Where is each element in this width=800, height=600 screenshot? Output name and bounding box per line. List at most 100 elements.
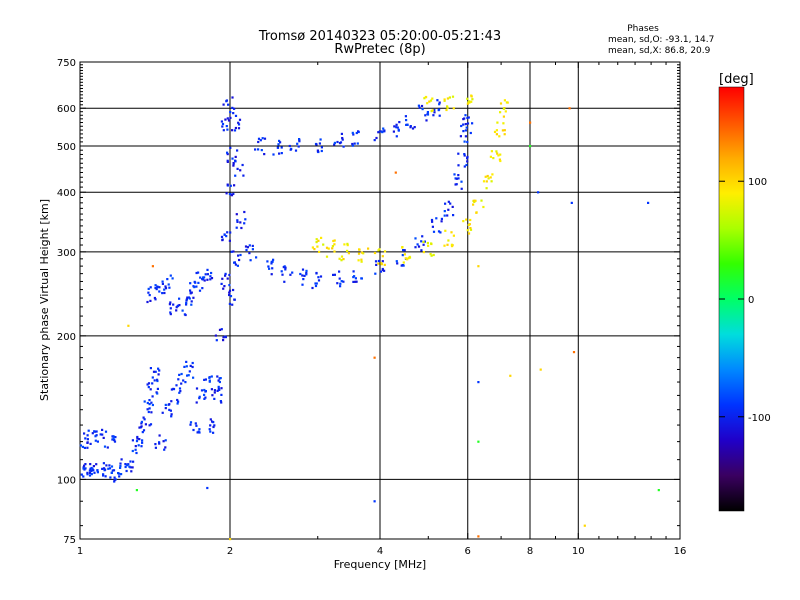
data-point — [101, 467, 104, 470]
data-point — [206, 278, 209, 281]
data-point — [178, 304, 181, 307]
data-point — [502, 115, 505, 118]
data-point — [130, 470, 133, 473]
data-point — [375, 263, 378, 266]
phase-stats-title: Phases — [627, 24, 659, 34]
data-point — [426, 111, 429, 114]
data-point — [436, 99, 439, 102]
data-point — [129, 460, 132, 463]
data-point — [209, 418, 212, 421]
data-point — [378, 130, 381, 133]
data-point — [178, 297, 181, 300]
data-point — [438, 103, 441, 106]
data-point — [170, 413, 173, 416]
data-point — [82, 475, 85, 478]
x-tick-label: 8 — [527, 546, 533, 557]
data-point — [263, 153, 266, 156]
data-point — [166, 278, 169, 281]
data-point — [232, 164, 235, 167]
data-point — [443, 214, 446, 217]
data-point — [102, 474, 105, 477]
data-point — [298, 138, 301, 141]
data-point — [352, 133, 355, 136]
data-point — [229, 146, 232, 149]
data-point — [313, 248, 316, 251]
data-point — [83, 446, 86, 449]
data-point — [374, 272, 377, 275]
data-point — [218, 380, 221, 384]
data-point — [222, 129, 225, 132]
data-point — [219, 400, 222, 403]
data-point — [113, 440, 117, 443]
data-point — [158, 286, 161, 289]
data-point — [417, 104, 420, 107]
data-point — [213, 391, 216, 394]
data-point — [84, 437, 87, 440]
data-point — [180, 382, 183, 385]
data-point — [341, 137, 344, 140]
data-point — [136, 435, 139, 439]
data-point — [178, 373, 181, 376]
data-point — [178, 391, 181, 394]
data-point — [120, 473, 123, 476]
data-point — [156, 387, 159, 390]
phase-stats-o: mean, sd,O: -93.1, 14.7 — [608, 35, 714, 45]
data-point — [208, 428, 211, 431]
data-point — [149, 388, 152, 391]
data-point — [259, 139, 262, 142]
data-point — [135, 489, 138, 492]
data-point — [210, 271, 213, 275]
data-point — [243, 210, 246, 214]
data-point — [154, 370, 157, 373]
data-point — [200, 389, 204, 392]
data-point — [224, 118, 227, 121]
data-point — [340, 259, 343, 262]
data-point — [170, 400, 173, 403]
data-point — [95, 463, 98, 466]
data-point — [427, 244, 430, 247]
axis-tick-labels: 1 2 4 6 8 10 16 75 100 200 300 400 500 600 750 — [57, 58, 686, 557]
data-point — [177, 378, 180, 381]
data-point — [220, 387, 223, 390]
data-point — [251, 248, 254, 251]
data-point — [112, 469, 116, 472]
data-point — [229, 184, 232, 187]
data-point — [380, 263, 383, 266]
data-point — [231, 106, 234, 109]
data-point — [149, 423, 153, 426]
data-point — [289, 273, 292, 276]
data-point — [355, 280, 358, 283]
data-point — [195, 401, 198, 404]
data-point — [131, 466, 134, 469]
data-point — [301, 274, 304, 277]
data-point — [162, 440, 165, 443]
data-point — [120, 458, 123, 461]
data-point — [315, 241, 318, 244]
data-point — [203, 279, 206, 282]
data-point — [131, 439, 134, 442]
data-point — [446, 243, 449, 246]
data-point — [141, 441, 144, 444]
data-point — [466, 229, 469, 232]
data-point — [204, 273, 207, 276]
data-point — [119, 466, 122, 469]
data-point — [118, 475, 121, 478]
data-point — [158, 290, 161, 293]
data-point — [151, 395, 154, 398]
data-point — [448, 96, 451, 99]
y-tick-label: 500 — [57, 142, 76, 153]
data-point — [109, 476, 112, 479]
data-point — [429, 253, 432, 256]
data-point — [257, 148, 260, 151]
data-point — [154, 443, 157, 446]
data-point — [228, 192, 231, 196]
data-point — [142, 429, 146, 432]
data-point — [244, 245, 248, 248]
data-point — [317, 150, 320, 154]
data-point — [283, 280, 286, 283]
data-point — [204, 390, 207, 393]
data-point — [394, 171, 397, 174]
data-point — [210, 277, 214, 280]
x-tick-label: 16 — [674, 546, 687, 557]
data-point — [465, 163, 468, 167]
